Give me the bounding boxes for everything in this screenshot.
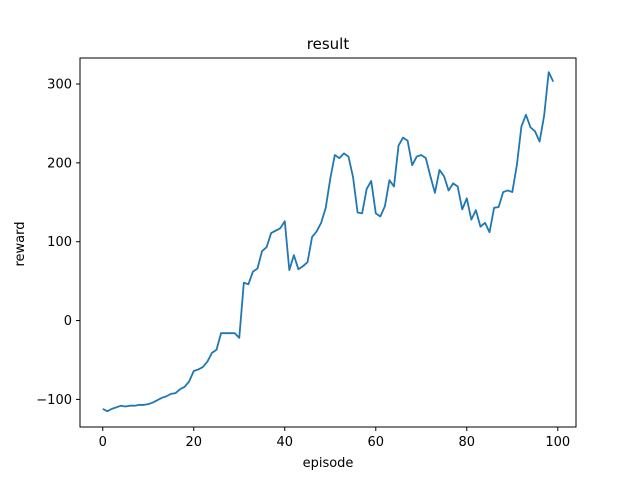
- y-tick-label: 300: [47, 78, 72, 93]
- x-axis-label: episode: [303, 456, 354, 471]
- x-axis-ticks: 0 20 40 60 80 100: [99, 427, 570, 450]
- x-tick-label: 40: [276, 435, 293, 450]
- series-line: [102, 71, 555, 413]
- x-tick-label: 0: [99, 435, 107, 450]
- data-series: [102, 71, 555, 413]
- y-tick-label: 100: [47, 235, 72, 250]
- y-tick-label: 0: [64, 314, 72, 329]
- chart-title: result: [307, 35, 350, 53]
- x-tick-label: 100: [545, 435, 570, 450]
- plot-area-frame: [79, 57, 577, 428]
- y-tick-label: 200: [47, 156, 72, 171]
- x-tick-label: 60: [368, 435, 385, 450]
- x-tick-label: 20: [185, 435, 202, 450]
- y-tick-label: −100: [36, 393, 72, 408]
- y-axis-label: reward: [13, 221, 28, 266]
- y-axis-ticks: −100 0 100 200 300: [36, 78, 80, 408]
- x-tick-label: 80: [459, 435, 476, 450]
